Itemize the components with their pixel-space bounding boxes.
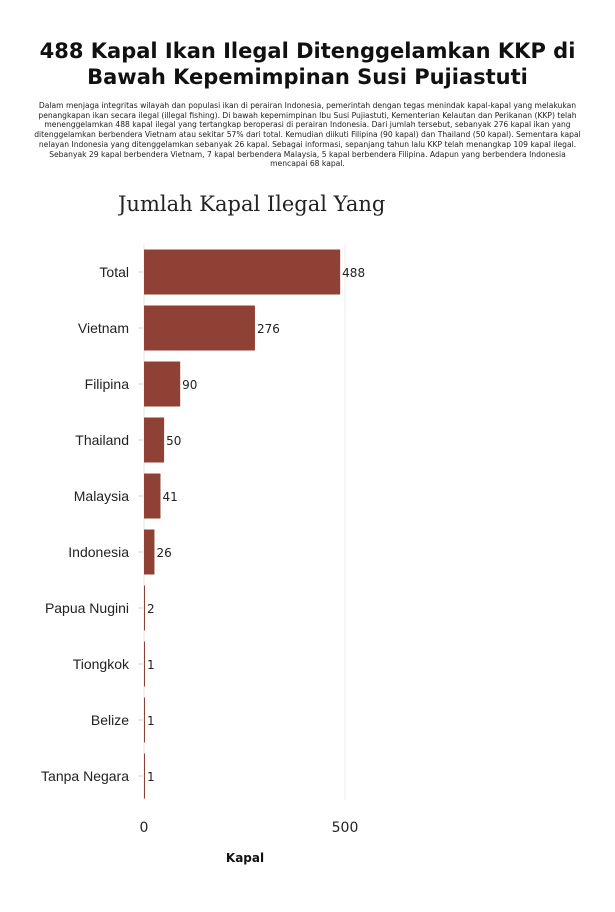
category-label: Vietnam	[78, 320, 129, 336]
chart-title-clip: Jumlah Kapal Ilegal Yang Sudah	[118, 190, 392, 222]
bar-8	[144, 697, 145, 743]
bar-6	[144, 585, 145, 631]
value-label: 488	[342, 266, 365, 280]
value-label: 41	[162, 490, 177, 504]
category-label: Indonesia	[68, 544, 129, 560]
bar-3	[144, 417, 165, 463]
value-label: 1	[147, 770, 155, 784]
category-label: Thailand	[75, 432, 129, 448]
value-label: 1	[147, 714, 155, 728]
bar-1	[144, 305, 255, 351]
category-label: Tanpa Negara	[41, 768, 129, 784]
category-label: Malaysia	[74, 488, 129, 504]
x-tick-label: 500	[332, 820, 359, 836]
category-label: Filipina	[85, 376, 130, 392]
value-label: 1	[147, 658, 155, 672]
bar-5	[144, 529, 155, 575]
page-headline: 488 Kapal Ikan Ilegal Ditenggelamkan KKP…	[39, 39, 576, 89]
bar-0	[144, 249, 341, 295]
x-axis-title: Kapal	[226, 851, 264, 865]
category-label: Papua Nugini	[45, 600, 129, 616]
x-tick-label: 0	[140, 820, 149, 836]
category-label: Belize	[91, 712, 129, 728]
value-label: 26	[156, 546, 171, 560]
bar-9	[144, 753, 145, 799]
chart-title: Jumlah Kapal Ilegal Yang Sudah	[118, 192, 392, 216]
bar-2	[144, 361, 181, 407]
description-text: Dalam menjaga integritas wilayah dan pop…	[34, 101, 581, 169]
value-label: 2	[147, 602, 155, 616]
category-label: Total	[99, 264, 129, 280]
category-label: Tiongkok	[73, 656, 130, 672]
value-label: 90	[182, 378, 197, 392]
bar-7	[144, 641, 145, 687]
value-label: 276	[257, 322, 280, 336]
bar-4	[144, 473, 161, 519]
value-label: 50	[166, 434, 181, 448]
